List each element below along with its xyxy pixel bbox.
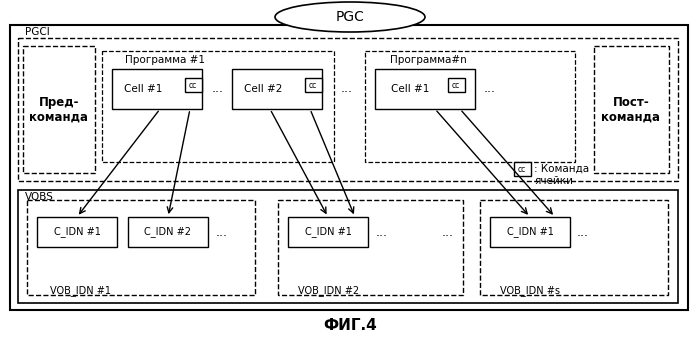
Bar [10,25,688,310]
Text: ...: ... [216,225,228,239]
Text: Cell #1: Cell #1 [391,84,429,94]
Text: C_IDN #1: C_IDN #1 [54,226,101,238]
Text: ...: ... [212,82,224,96]
Bar [305,78,322,92]
Bar [365,51,575,162]
Bar [18,38,678,181]
Bar [448,78,465,92]
Bar [594,46,669,173]
Text: PGC: PGC [336,10,364,24]
Text: ФИГ.4: ФИГ.4 [323,317,377,333]
Bar [102,51,334,162]
Bar [490,217,570,247]
Text: ...: ... [341,82,353,96]
Text: C_IDN #1: C_IDN #1 [305,226,352,238]
Text: C_IDN #1: C_IDN #1 [507,226,554,238]
Text: Пред-
команда: Пред- команда [29,96,89,124]
Bar [232,69,322,109]
Bar [27,200,255,295]
Text: PGCI: PGCI [25,27,50,37]
Text: Cell #1: Cell #1 [124,84,162,94]
Bar [480,200,668,295]
Bar [18,190,678,303]
Text: : Команда: : Команда [534,164,589,174]
Text: VOB_IDN #s: VOB_IDN #s [500,286,560,296]
Text: Cell #2: Cell #2 [244,84,282,94]
Bar [288,217,368,247]
Text: Пост-
команда: Пост- команда [602,96,661,124]
Text: ...: ... [442,225,454,239]
Text: VOBS: VOBS [25,192,54,202]
Bar [37,217,117,247]
Text: cc: cc [452,80,460,90]
Bar [128,217,208,247]
Text: Программа#n: Программа#n [389,55,466,65]
Text: Программа #1: Программа #1 [125,55,205,65]
Ellipse shape [275,2,425,32]
Text: ...: ... [577,225,589,239]
Text: cc: cc [189,80,197,90]
Text: VOB_IDN #2: VOB_IDN #2 [298,286,359,296]
Text: cc: cc [518,165,526,173]
Text: VOB_IDN #1: VOB_IDN #1 [50,286,111,296]
Bar [112,69,202,109]
Text: ячейки: ячейки [534,176,573,186]
Bar [278,200,463,295]
Bar [375,69,475,109]
Text: cc: cc [309,80,317,90]
Text: ...: ... [484,82,496,96]
Text: ...: ... [376,225,388,239]
Bar [185,78,202,92]
Text: C_IDN #2: C_IDN #2 [145,226,192,238]
Bar [23,46,95,173]
Bar [514,162,531,176]
